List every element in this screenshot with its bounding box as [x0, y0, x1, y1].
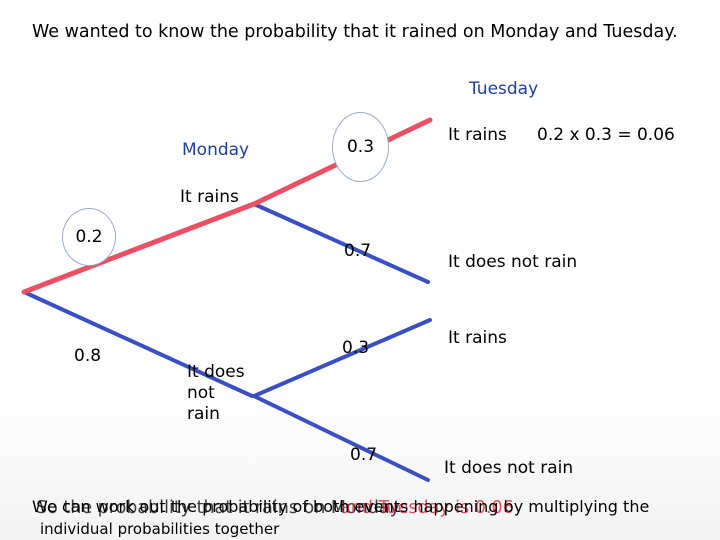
- monday-no-rain-prob: 0.8: [74, 346, 102, 366]
- monday-heading: Monday: [182, 140, 250, 160]
- tuesday-upper-no-rain-prob: 0.7: [344, 241, 372, 261]
- conclusion-text-start: So the probability that it rains on Mond…: [36, 498, 400, 518]
- branch-tuesday-upper-no-rain: [252, 202, 430, 284]
- label-line: rain: [187, 404, 220, 424]
- branch-tuesday-lower-no-rain: [252, 394, 430, 482]
- page-title: We wanted to know the probability that i…: [32, 22, 678, 42]
- label-line: It does: [187, 362, 245, 382]
- label-line: not: [187, 383, 215, 403]
- prob-circle-tuesday-upper-rain: 0.3: [332, 112, 389, 182]
- explanation-line-1: We can work out the probability of both …: [32, 497, 650, 516]
- tuesday-upper-no-rain-label: It does not rain: [448, 252, 578, 272]
- monday-no-rain-label: It does not rain: [187, 362, 245, 425]
- prob-value: 0.3: [346, 137, 375, 157]
- tuesday-lower-no-rain-label: It does not rain: [444, 458, 574, 478]
- explanation-line-2: individual probabilities together: [40, 520, 280, 538]
- conclusion-text-end: and Tuesday is 0.06: [340, 498, 514, 518]
- branch-monday-rain: [21, 201, 257, 295]
- prob-circle-monday-rain: 0.2: [62, 208, 116, 266]
- tuesday-lower-rain-prob: 0.3: [342, 338, 370, 358]
- prob-value: 0.2: [75, 227, 103, 247]
- tuesday-heading: Tuesday: [469, 79, 539, 99]
- result-calculation: 0.2 x 0.3 = 0.06: [537, 125, 675, 145]
- branch-tuesday-lower-rain: [252, 318, 432, 398]
- tuesday-lower-no-rain-prob: 0.7: [350, 445, 378, 465]
- tuesday-upper-rain-label: It rains: [448, 125, 507, 145]
- tuesday-lower-rain-label: It rains: [448, 328, 507, 348]
- monday-rain-label: It rains: [180, 187, 239, 207]
- branch-monday-no-rain: [22, 290, 254, 398]
